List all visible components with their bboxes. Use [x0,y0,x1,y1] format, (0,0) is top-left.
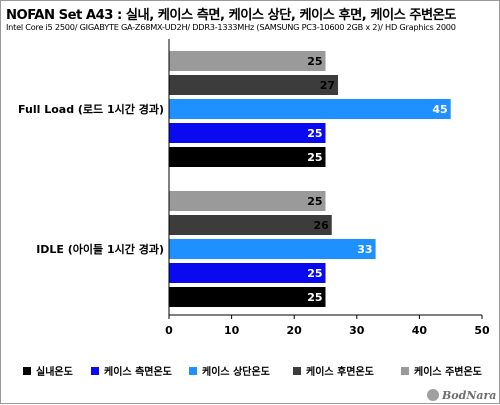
legend-swatch [23,367,31,375]
bar [169,263,326,283]
data-label: 27 [320,79,335,92]
logo-text: BodNara [441,389,496,402]
data-label: 33 [357,243,372,256]
legend-label: 케이스 상단온도 [202,365,270,378]
bar [169,99,451,119]
bar [169,51,326,71]
category-label: IDLE (아이들 1시간 경과) [36,242,164,256]
data-label: 45 [432,103,447,116]
x-tick-label: 50 [474,324,490,337]
bar [169,75,339,95]
x-tick-label: 40 [412,324,428,337]
legend-label: 케이스 후면온도 [306,365,374,378]
legend-label: 케이스 측면온도 [104,365,172,378]
x-tick-label: 0 [165,324,173,337]
bar [169,123,326,143]
data-label: 26 [313,219,329,232]
bar [169,215,332,235]
chart-subtitle: Intel Core i5 2500/ GIGABYTE GA-Z68MX-UD… [6,22,456,32]
legend-swatch [401,367,409,375]
chart-title: NOFAN Set A43 : 실내, 케이스 측면, 케이스 상단, 케이스 … [6,8,456,23]
x-tick-label: 30 [349,324,365,337]
bar [169,287,326,307]
legend-swatch [293,367,301,375]
legend-swatch [189,367,197,375]
data-label: 25 [307,195,322,208]
x-tick-label: 20 [287,324,303,337]
logo-icon [427,389,439,401]
data-label: 25 [307,291,322,304]
category-label: Full Load (로드 1시간 경과) [18,102,164,116]
data-label: 25 [307,151,322,164]
bar [169,147,326,167]
legend-label: 실내온도 [36,365,73,378]
data-label: 25 [307,267,322,280]
legend-label: 케이스 주변온도 [414,365,482,378]
legend-swatch [91,367,99,375]
data-label: 25 [307,55,322,68]
bar [169,239,376,259]
x-tick-label: 10 [224,324,240,337]
data-label: 25 [307,127,322,140]
bar [169,191,326,211]
